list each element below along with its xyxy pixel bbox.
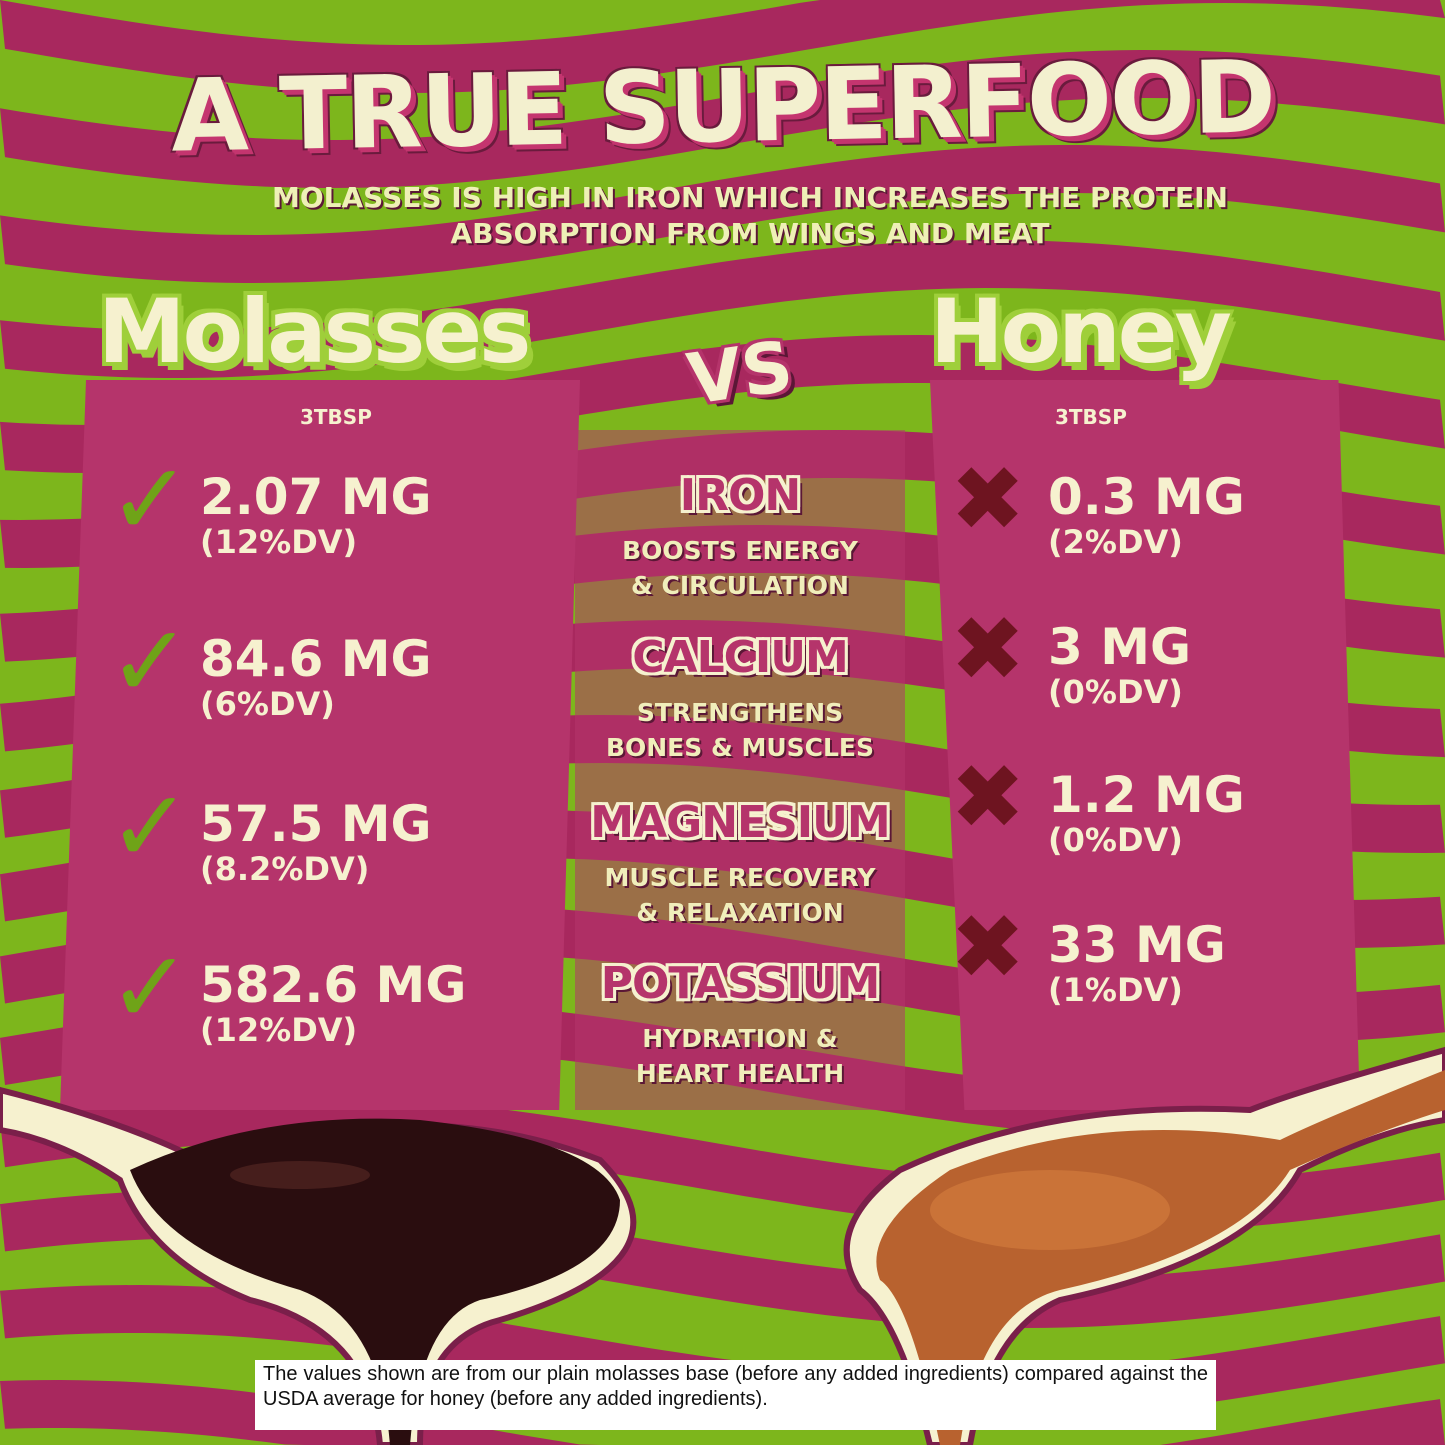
honey-serving: 3TBSP [1055, 405, 1127, 429]
nutrient-item: CALCIUM STRENGTHENS BONES & MUSCLES [560, 632, 920, 765]
nutrients-panel [575, 430, 905, 1110]
nutrient-desc: MUSCLE RECOVERY [604, 863, 876, 892]
honey-value: 1.2 MG (0%DV) [1048, 768, 1245, 858]
honey-value: 33 MG (1%DV) [1048, 918, 1226, 1008]
molasses-value: 582.6 MG (12%DV) [200, 958, 466, 1048]
background-stripe [0, 0, 1445, 93]
molasses-value: 57.5 MG (8.2%DV) [200, 797, 432, 887]
molasses-value: 2.07 MG (12%DV) [200, 470, 432, 560]
check-icon: ✓ [108, 768, 192, 885]
background-stripe [0, 50, 1445, 188]
molasses-value: 84.6 MG (6%DV) [200, 632, 432, 722]
nutrient-name: POTASSIUM [600, 958, 881, 1009]
nutrient-desc: HYDRATION & [642, 1024, 838, 1053]
footnote: The values shown are from our plain mola… [255, 1360, 1216, 1430]
nutrient-name: MAGNESIUM [590, 797, 890, 848]
honey-amount: 33 MG [1048, 916, 1226, 974]
check-icon: ✓ [108, 603, 192, 720]
honey-dv: (0%DV) [1048, 673, 1183, 711]
nutrient-name: CALCIUM [632, 632, 849, 683]
nutrient-desc: & RELAXATION [636, 898, 844, 927]
nutrient-desc: BOOSTS ENERGY [622, 536, 858, 565]
nutrient-desc: & CIRCULATION [631, 571, 849, 600]
honey-amount: 1.2 MG [1048, 766, 1245, 824]
molasses-dv: (8.2%DV) [200, 850, 370, 888]
molasses-amount: 57.5 MG [200, 795, 432, 853]
molasses-dv: (12%DV) [200, 523, 358, 561]
nutrient-desc: HEART HEALTH [635, 1059, 845, 1088]
molasses-amount: 84.6 MG [200, 630, 432, 688]
honey-dv: (0%DV) [1048, 821, 1183, 859]
x-icon: ✖ [950, 447, 1026, 552]
molasses-amount: 582.6 MG [200, 956, 467, 1014]
honey-dv: (1%DV) [1048, 971, 1183, 1009]
background-stripe [0, 240, 1445, 378]
honey-dv: (2%DV) [1048, 523, 1183, 561]
molasses-serving: 3TBSP [300, 405, 372, 429]
subtitle: Molasses is high in iron which increases… [271, 181, 1228, 250]
nutrient-desc: BONES & MUSCLES [605, 733, 875, 762]
molasses-amount: 2.07 MG [200, 468, 432, 526]
x-icon: ✖ [950, 745, 1026, 850]
nutrient-item: MAGNESIUM MUSCLE RECOVERY & RELAXATION [560, 797, 920, 930]
x-icon: ✖ [950, 895, 1026, 1000]
molasses-dv: (6%DV) [200, 685, 335, 723]
x-icon: ✖ [950, 597, 1026, 702]
honey-value: 0.3 MG (2%DV) [1048, 470, 1245, 560]
honey-amount: 0.3 MG [1048, 468, 1245, 526]
honey-amount: 3 MG [1048, 618, 1191, 676]
honey-value: 3 MG (0%DV) [1048, 620, 1191, 710]
nutrient-desc: STRENGTHENS [636, 698, 844, 727]
molasses-panel [60, 380, 580, 1110]
honey-panel [930, 380, 1360, 1110]
check-icon: ✓ [108, 929, 192, 1046]
check-icon: ✓ [108, 441, 192, 558]
nutrient-item: POTASSIUM HYDRATION & HEART HEALTH [560, 958, 920, 1091]
vs-badge: VS [682, 325, 798, 421]
nutrient-name: IRON [679, 470, 801, 521]
background-stripe [0, 145, 1445, 283]
nutrient-item: IRON BOOSTS ENERGY & CIRCULATION [560, 470, 920, 603]
molasses-dv: (12%DV) [200, 1011, 358, 1049]
molasses-heading: Molasses [98, 280, 531, 383]
honey-heading: Honey [930, 280, 1232, 383]
